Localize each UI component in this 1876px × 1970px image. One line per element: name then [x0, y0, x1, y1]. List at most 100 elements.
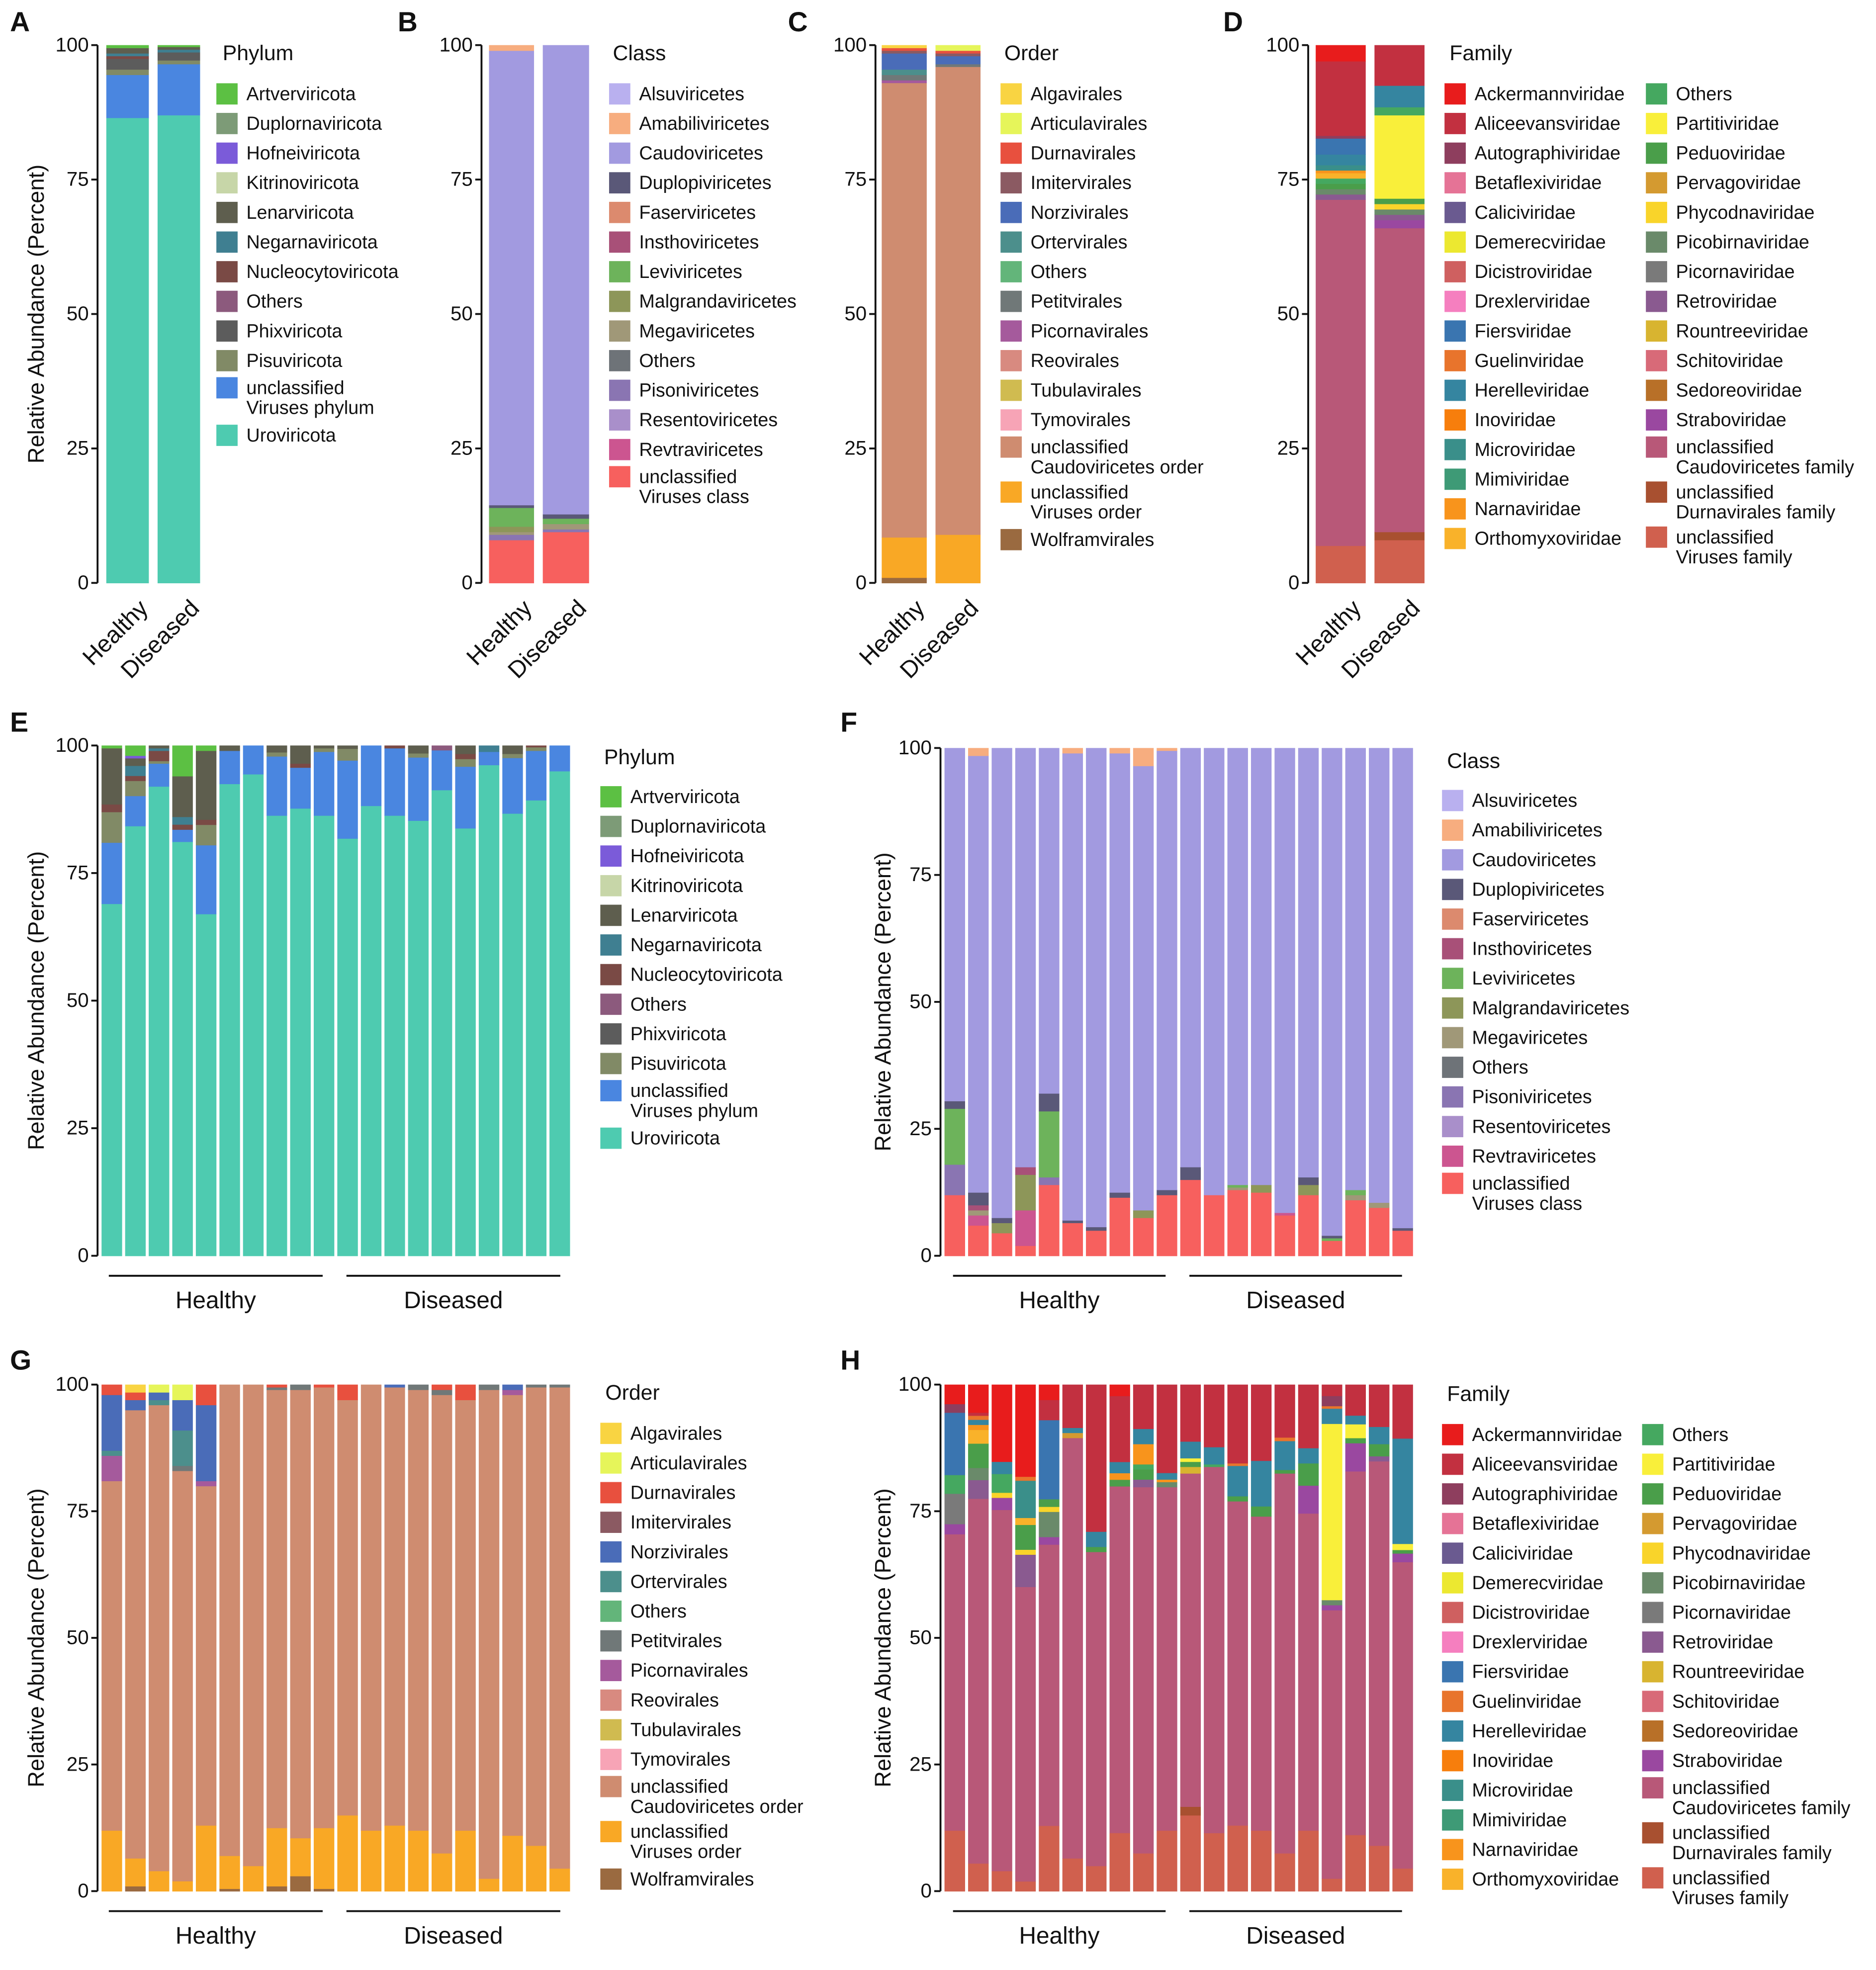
- legend-item: Drexlerviridae: [1444, 291, 1590, 312]
- bar-segment-peduoviridae: [1274, 1469, 1295, 1474]
- bar-segment-pisoniviricetes: [542, 529, 589, 533]
- bar-segment-uroviricota: [455, 828, 476, 1256]
- legend-item: Artverviricota: [216, 83, 356, 105]
- legend-item: Norzivirales: [600, 1541, 728, 1563]
- stacked-bar: [432, 1384, 452, 1892]
- stacked-bar: [172, 1384, 193, 1892]
- legend-item: Petitvirales: [1000, 291, 1122, 312]
- bar-segment-hofneiviricota: [125, 755, 146, 759]
- legend-label: Negarnaviricota: [630, 934, 762, 955]
- group-label: Diseased: [1246, 1287, 1345, 1314]
- legend-swatch: [216, 113, 238, 134]
- legend-label: Phycodnaviridae: [1672, 1542, 1811, 1563]
- bar-segment-unclassified-viruses-phylum: [101, 842, 122, 904]
- bar-segment-unclassified-viruses-order: [337, 1815, 358, 1892]
- bar-segment-others: [432, 745, 452, 751]
- legend-swatch: [609, 231, 630, 253]
- bar-segment-unclassified-viruses-order: [526, 1845, 547, 1892]
- legend: Class Alsuviricetes Amabiliviricetes Caudov…: [1442, 749, 1629, 1214]
- bar-segment-unclassified-viruses-class: [1369, 1207, 1390, 1256]
- bar-segment-uroviricota: [337, 838, 358, 1256]
- bar-segment-unclassified-caudoviricetes-family: [1227, 1501, 1248, 1826]
- bar-segment-fiersviridae: [1039, 1420, 1060, 1500]
- bar-segment-aliceevansviridae: [1251, 1384, 1272, 1461]
- legend-swatch: [1646, 526, 1667, 548]
- stacked-bar: [1157, 1384, 1177, 1892]
- legend-label-line: Viruses order: [1031, 502, 1142, 523]
- legend-item: Caliciviridae: [1444, 202, 1576, 223]
- bar-segment-herelleviridae: [1204, 1446, 1225, 1465]
- legend-label: Tymovirales: [1031, 409, 1131, 430]
- legend-label: Pisuviricota: [247, 350, 343, 371]
- stacked-bar: [1345, 1384, 1366, 1892]
- bar-segment-others: [991, 1473, 1012, 1493]
- legend-swatch: [609, 113, 630, 134]
- bar-segment-megaviricetes: [1227, 1187, 1248, 1190]
- bar-segment-peduoviridae: [968, 1443, 989, 1468]
- stacked-bar: [101, 1384, 122, 1892]
- legend-item: unclassified Caudoviricetes order: [1000, 437, 1204, 477]
- bar-segment-amabiliviricetes: [1157, 748, 1177, 751]
- legend-swatch: [1442, 1809, 1463, 1831]
- bar-segment-unclassified-caudoviricetes-family: [1345, 1471, 1366, 1835]
- bar-segment-unclassified-viruses-class: [1251, 1192, 1272, 1256]
- bar-segment-unclassified-viruses-order: [935, 534, 981, 584]
- bar-segment-ackermannviridae: [1039, 1384, 1060, 1400]
- legend-item: Reovirales: [600, 1690, 719, 1711]
- y-tick-label: 100: [440, 33, 473, 56]
- legend-swatch: [1444, 261, 1466, 282]
- legend-label: Ackermannviridae: [1475, 83, 1625, 104]
- bar-segment-aliceevansviridae: [1298, 1384, 1319, 1448]
- bar-segment-fiersviridae: [1316, 138, 1366, 155]
- bar-segment-revtraviricetes: [1015, 1210, 1036, 1246]
- legend-label: Rountreeviridae: [1672, 1661, 1804, 1682]
- stacked-bar: [219, 745, 240, 1256]
- bar-segment-orthomyxoviridae: [1316, 173, 1366, 179]
- legend-title: Phylum: [604, 745, 675, 769]
- legend-item: Inoviridae: [1444, 409, 1556, 431]
- legend-swatch: [1646, 261, 1667, 282]
- bar-segment-unclassified-caudoviricetes-family: [1369, 1461, 1390, 1846]
- bar-segment-unclassified-viruses-phylum: [106, 75, 149, 118]
- legend-label: Tymovirales: [630, 1749, 730, 1770]
- bar-segment-unclassified-viruses-family: [1369, 1845, 1390, 1892]
- legend-swatch: [216, 377, 238, 399]
- bar-segment-unclassified-viruses-phylum: [360, 745, 382, 806]
- legend-item: Wolframvirales: [1000, 529, 1154, 550]
- legend-label: unclassified Caudoviricetes order: [1031, 437, 1204, 477]
- stacked-bar: [408, 745, 429, 1256]
- bar-segment-guelinviridae: [968, 1415, 989, 1420]
- legend-swatch: [1646, 113, 1667, 134]
- bar-segment-revtraviricetes: [1274, 1212, 1295, 1216]
- legend-label: unclassified Viruses order: [1031, 481, 1142, 522]
- legend-swatch: [1000, 83, 1022, 105]
- bar-segment-retroviridae: [1369, 1456, 1390, 1462]
- legend-item: unclassified Caudoviricetes order: [600, 1776, 804, 1817]
- legend-item: unclassified Viruses phylum: [600, 1080, 758, 1121]
- legend-label: Inoviridae: [1472, 1750, 1554, 1771]
- stacked-bar: [1227, 748, 1248, 1256]
- bar-segment-aliceevansviridae: [1374, 45, 1425, 86]
- bar-segment-duplopiviricetes: [1109, 1192, 1130, 1198]
- stacked-bar: [1157, 748, 1177, 1256]
- legend-item: Inoviridae: [1442, 1750, 1553, 1772]
- legend-swatch: [1442, 1057, 1463, 1078]
- legend-label: Leviviricetes: [1472, 968, 1576, 988]
- legend-label: Rountreeviridae: [1676, 320, 1808, 341]
- legend-label: Phycodnaviridae: [1676, 202, 1815, 223]
- legend-swatch: [1000, 261, 1022, 282]
- legend-label: Demerecviridae: [1475, 231, 1606, 252]
- stacked-bar: [1133, 748, 1154, 1256]
- bar-segment-nucleocytoviricota: [149, 750, 170, 761]
- stacked-bar: [478, 745, 500, 1256]
- panel-letter: G: [10, 1344, 31, 1375]
- legend-swatch: [216, 261, 238, 282]
- legend-item: Autographiviridae: [1442, 1483, 1618, 1505]
- legend-label: Orthomyxoviridae: [1475, 528, 1622, 549]
- bar-segment-unclassified-caudoviricetes-order: [384, 1387, 405, 1826]
- legend-label: Pisoniviricetes: [1472, 1086, 1592, 1107]
- legend-item: Herelleviridae: [1442, 1720, 1587, 1742]
- legend: Order Algavirales Articulavirales Durnavira…: [1000, 41, 1204, 550]
- legend-label-line: Viruses class: [639, 486, 749, 507]
